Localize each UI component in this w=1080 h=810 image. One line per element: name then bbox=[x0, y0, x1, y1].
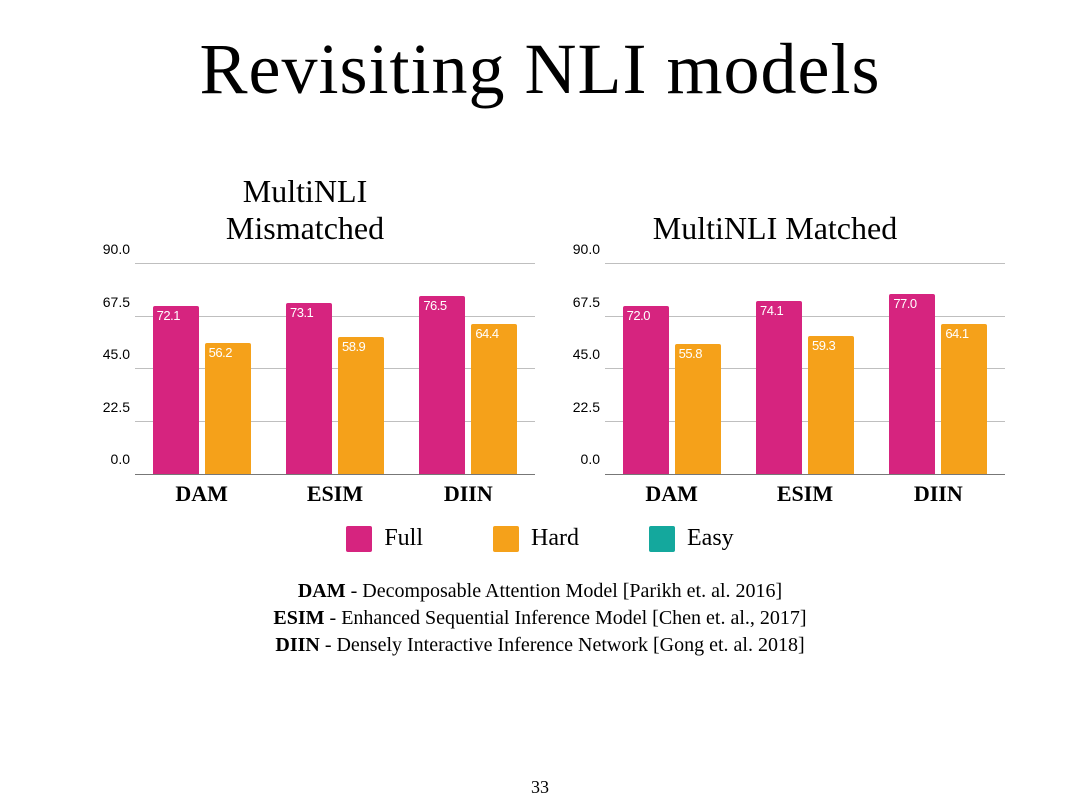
chart-title: MultiNLI Matched bbox=[545, 171, 1005, 247]
chart-panel: MultiNLI Matched 0.0 22.5 45.0 67.5 90.0 72.0 5… bbox=[545, 171, 1005, 507]
bar-value-label: 72.0 bbox=[627, 308, 650, 323]
x-axis-label: DAM bbox=[605, 481, 738, 507]
x-axis-label: ESIM bbox=[738, 481, 871, 507]
slide-title: Revisiting NLI models bbox=[0, 0, 1080, 111]
legend-label: Full bbox=[384, 525, 423, 552]
bar: 73.1 bbox=[286, 303, 332, 474]
bar-value-label: 64.4 bbox=[475, 326, 498, 341]
x-axis: DAMESIMDIIN bbox=[135, 481, 535, 507]
legend-swatch bbox=[346, 526, 372, 552]
glossary-line: DAM - Decomposable Attention Model [Pari… bbox=[0, 578, 1080, 605]
plot-area: 72.0 55.8 74.1 59.3 77.0 64.1 bbox=[605, 265, 1005, 475]
y-tick-label: 45.0 bbox=[75, 346, 130, 362]
legend-item: Easy bbox=[649, 525, 734, 552]
bar-value-label: 64.1 bbox=[945, 326, 968, 341]
glossary-desc: - Densely Interactive Inference Network … bbox=[320, 634, 805, 656]
glossary-abbr: DAM bbox=[298, 580, 346, 602]
y-tick-label: 22.5 bbox=[545, 399, 600, 415]
legend-item: Hard bbox=[493, 525, 579, 552]
glossary-line: DIIN - Densely Interactive Inference Net… bbox=[0, 632, 1080, 659]
y-tick-label: 67.5 bbox=[75, 294, 130, 310]
bar-group: 77.0 64.1 bbox=[872, 265, 1005, 474]
bar-value-label: 59.3 bbox=[812, 338, 835, 353]
x-axis: DAMESIMDIIN bbox=[605, 481, 1005, 507]
glossary-desc: - Enhanced Sequential Inference Model [C… bbox=[325, 607, 807, 629]
x-axis-label: DAM bbox=[135, 481, 268, 507]
bar-value-label: 73.1 bbox=[290, 305, 313, 320]
y-tick-label: 67.5 bbox=[545, 294, 600, 310]
bar-group: 76.5 64.4 bbox=[402, 265, 535, 474]
bar-value-label: 56.2 bbox=[209, 345, 232, 360]
bar-value-label: 76.5 bbox=[423, 298, 446, 313]
bar: 74.1 bbox=[756, 301, 802, 474]
legend-label: Hard bbox=[531, 525, 579, 552]
bar-group: 73.1 58.9 bbox=[268, 265, 401, 474]
plot: 0.022.545.067.590.072.156.273.158.976.56… bbox=[75, 265, 535, 475]
x-axis-label: DIIN bbox=[402, 481, 535, 507]
bar: 58.9 bbox=[338, 337, 384, 474]
legend-swatch bbox=[493, 526, 519, 552]
glossary-desc: - Decomposable Attention Model [Parikh e… bbox=[346, 580, 783, 602]
y-tick-label: 90.0 bbox=[545, 241, 600, 257]
bars-row: 72.0 55.8 74.1 59.3 77.0 64.1 bbox=[605, 265, 1005, 474]
plot-area: 72.1 56.2 73.1 58.9 76.5 64.4 bbox=[135, 265, 535, 475]
gridline bbox=[135, 263, 535, 264]
x-axis-label: ESIM bbox=[268, 481, 401, 507]
bar: 59.3 bbox=[808, 336, 854, 474]
glossary: DAM - Decomposable Attention Model [Pari… bbox=[0, 578, 1080, 659]
bar-group: 72.0 55.8 bbox=[605, 265, 738, 474]
bar: 72.0 bbox=[623, 306, 669, 474]
y-tick-label: 45.0 bbox=[545, 346, 600, 362]
charts-row: MultiNLI Mismatched 0.0 22.5 45.0 67.5 90.0 72… bbox=[0, 171, 1080, 507]
gridline bbox=[605, 263, 1005, 264]
bar-group: 74.1 59.3 bbox=[738, 265, 871, 474]
x-axis-label: DIIN bbox=[872, 481, 1005, 507]
y-tick-label: 0.0 bbox=[545, 451, 600, 467]
bar: 76.5 bbox=[419, 296, 465, 475]
glossary-line: ESIM - Enhanced Sequential Inference Mod… bbox=[0, 605, 1080, 632]
glossary-abbr: ESIM bbox=[273, 607, 324, 629]
bar-value-label: 77.0 bbox=[893, 296, 916, 311]
bar-value-label: 58.9 bbox=[342, 339, 365, 354]
bar: 56.2 bbox=[205, 343, 251, 474]
bars-row: 72.1 56.2 73.1 58.9 76.5 64.4 bbox=[135, 265, 535, 474]
y-tick-label: 22.5 bbox=[75, 399, 130, 415]
y-tick-label: 0.0 bbox=[75, 451, 130, 467]
chart-panel: MultiNLI Mismatched 0.0 22.5 45.0 67.5 90.0 72… bbox=[75, 171, 535, 507]
chart-title: MultiNLI Mismatched bbox=[75, 171, 535, 247]
y-tick-label: 90.0 bbox=[75, 241, 130, 257]
bar: 64.4 bbox=[471, 324, 517, 474]
bar: 72.1 bbox=[153, 306, 199, 474]
bar: 55.8 bbox=[675, 344, 721, 474]
legend-swatch bbox=[649, 526, 675, 552]
legend-label: Easy bbox=[687, 525, 734, 552]
bar-value-label: 55.8 bbox=[679, 346, 702, 361]
glossary-abbr: DIIN bbox=[275, 634, 319, 656]
plot: 0.022.545.067.590.072.055.874.159.377.06… bbox=[545, 265, 1005, 475]
bar-group: 72.1 56.2 bbox=[135, 265, 268, 474]
bar: 77.0 bbox=[889, 294, 935, 474]
bar-value-label: 72.1 bbox=[157, 308, 180, 323]
bar-value-label: 74.1 bbox=[760, 303, 783, 318]
page-number: 33 bbox=[0, 777, 1080, 798]
legend-item: Full bbox=[346, 525, 423, 552]
bar: 64.1 bbox=[941, 324, 987, 474]
legend: Full Hard Easy bbox=[0, 525, 1080, 552]
